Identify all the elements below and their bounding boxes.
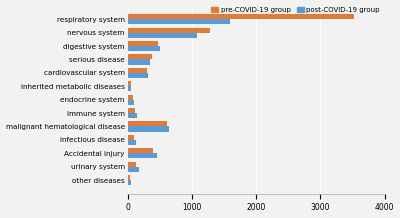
Bar (128, 60, 150, 65)
Bar (128, 19, 230, 24)
Bar (128, 100, 134, 105)
Bar (128, 27, 210, 33)
Bar (128, 54, 152, 60)
Bar (128, 175, 130, 180)
Bar (128, 41, 158, 46)
Bar (128, 167, 138, 172)
Bar (128, 86, 132, 91)
Bar (128, 135, 134, 140)
Bar (128, 46, 160, 51)
Bar (128, 162, 136, 167)
Bar (128, 14, 354, 19)
Bar (128, 121, 168, 126)
Legend: pre-COVID-19 group, post-COVID-19 group: pre-COVID-19 group, post-COVID-19 group (210, 5, 381, 14)
Bar (128, 153, 157, 158)
Bar (128, 148, 153, 153)
Bar (128, 95, 133, 100)
Bar (128, 81, 131, 86)
Bar (128, 126, 169, 131)
Bar (128, 108, 135, 113)
Bar (128, 180, 131, 185)
Bar (128, 33, 197, 38)
Bar (128, 113, 137, 118)
Bar (128, 73, 148, 78)
Bar (128, 68, 147, 73)
Bar (128, 140, 136, 145)
